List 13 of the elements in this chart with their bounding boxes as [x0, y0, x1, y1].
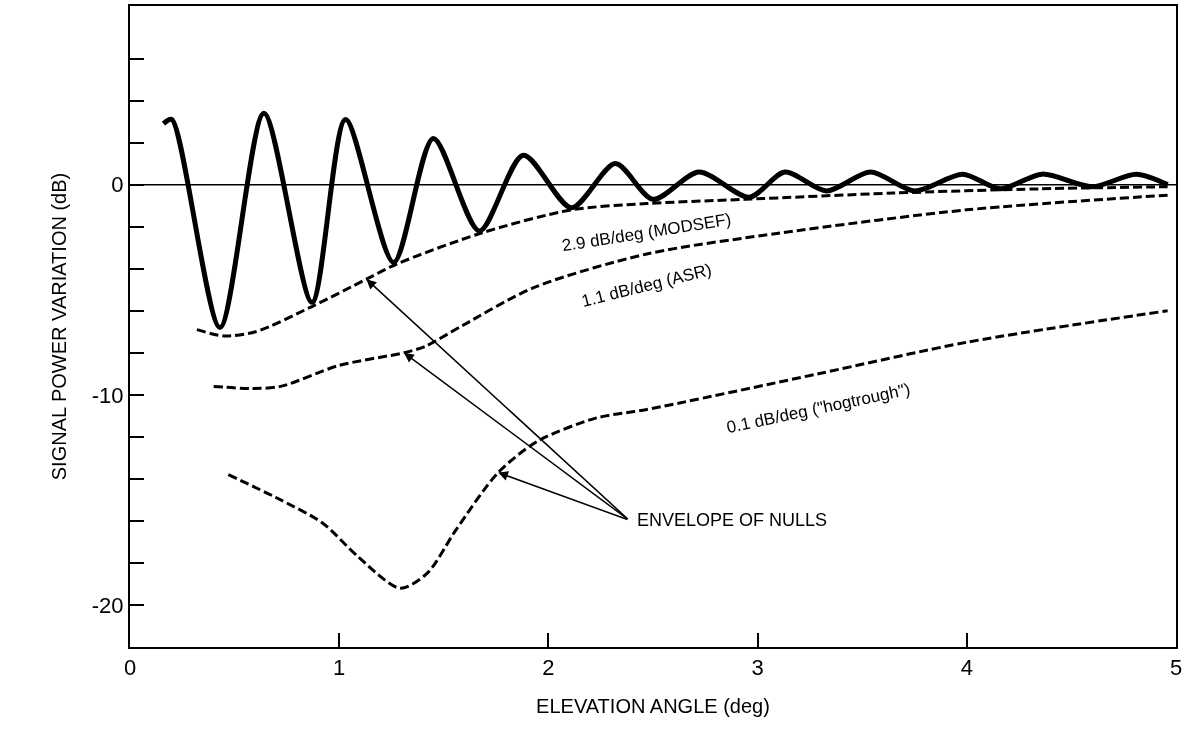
x-tick-label: 4 — [960, 655, 973, 681]
x-tick-label: 3 — [751, 655, 764, 681]
annotation: ENVELOPE OF NULLS — [637, 510, 828, 530]
y-tick-label: -20 — [91, 592, 124, 618]
y-tick-label: -10 — [91, 382, 124, 408]
x-tick-label: 5 — [1169, 655, 1183, 681]
x-tick-label: 1 — [333, 655, 346, 681]
y-tick-label: 0 — [111, 172, 124, 198]
y-axis-title: SIGNAL POWER VARIATION (dB) — [47, 172, 70, 481]
text: 1.1 dB/deg (ASR) — [579, 260, 714, 311]
text: 2.9 dB/deg (MODSEF) — [560, 209, 733, 256]
x-tick-label: 2 — [542, 655, 555, 681]
x-axis-title: ELEVATION ANGLE (deg) — [536, 695, 770, 718]
